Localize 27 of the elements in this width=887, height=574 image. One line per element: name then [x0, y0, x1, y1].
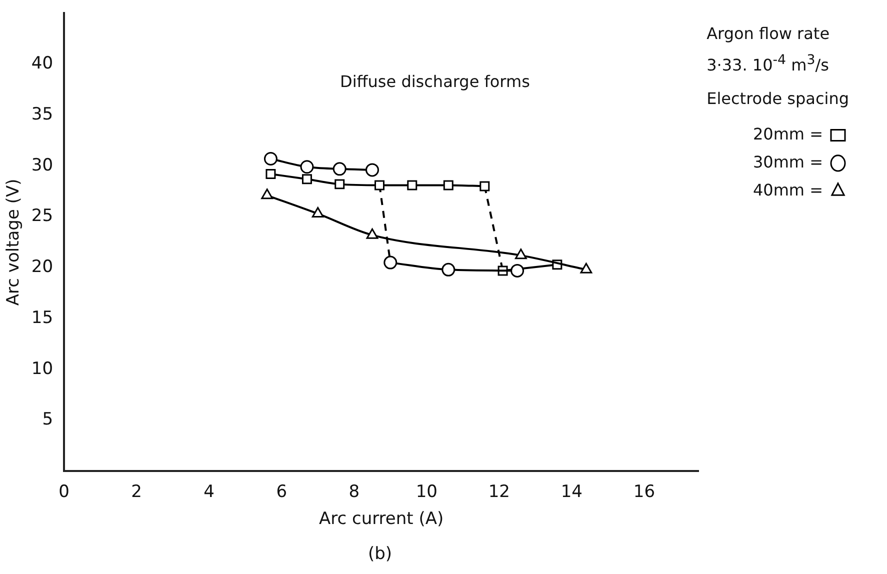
legend-label: 30mm = — [752, 152, 823, 172]
text: (b) — [366, 544, 394, 564]
x-tick-label: 0 — [58, 482, 70, 502]
y-tick-label: 20 — [31, 257, 54, 278]
x-tick-label: 14 — [560, 482, 582, 502]
y-tick-label: 10 — [31, 358, 54, 379]
y-tick-label: 15 — [31, 308, 54, 328]
x-tick-label: 2 — [131, 482, 142, 502]
x-tick-label: 10 — [416, 482, 438, 502]
text: Argon flow rate — [706, 23, 830, 45]
y-tick-label: 35 — [31, 104, 54, 124]
legend-title: Electrode spacing — [706, 89, 849, 108]
x-tick-label: 6 — [276, 482, 288, 502]
x-tick-label: 4 — [204, 482, 214, 502]
x-tick-label: 16 — [633, 482, 656, 502]
y-tick-label: 40 — [31, 54, 54, 74]
y-tick-label: 25 — [31, 206, 54, 226]
y-axis-title: Arc voltage (V) — [4, 178, 24, 306]
y-tick-label: 30 — [31, 155, 54, 176]
y-tick-label: 5 — [42, 410, 54, 430]
annotation: Diffuse discharge forms — [340, 72, 530, 91]
x-tick-label: 8 — [348, 482, 360, 502]
text: 3·33. 10$^{-4}$ m$^{3}$/s — [706, 52, 830, 76]
x-axis-title: Arc current (A) — [319, 509, 444, 530]
legend-label: 40mm = — [752, 180, 823, 200]
x-tick-label: 12 — [488, 482, 510, 502]
legend-label: 20mm = — [752, 124, 823, 144]
